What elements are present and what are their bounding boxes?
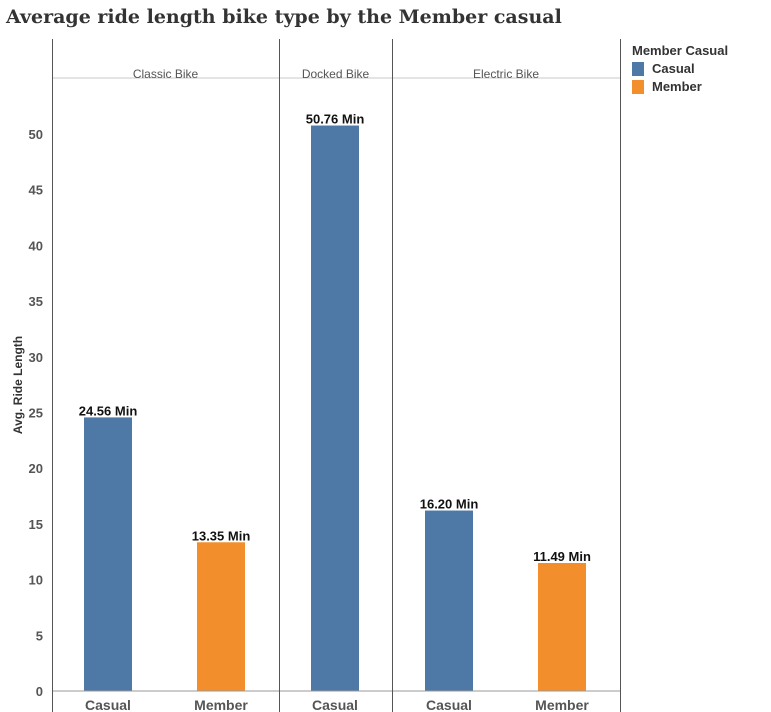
legend-title: Member Casual — [632, 43, 729, 58]
y-tick-label: 5 — [36, 628, 43, 643]
x-tick-label: Member — [535, 697, 589, 712]
x-tick-label: Casual — [312, 697, 358, 712]
data-label: 50.76 Min — [306, 112, 365, 127]
data-label: 16.20 Min — [420, 497, 479, 512]
bar-docked-bike-casual — [311, 125, 359, 692]
y-tick-label: 45 — [29, 183, 43, 198]
panel-header-electric-bike: Electric Bike — [473, 67, 539, 81]
y-tick-label: 40 — [29, 238, 43, 253]
y-tick-label: 20 — [29, 461, 43, 476]
panel-header-docked-bike: Docked Bike — [302, 67, 370, 81]
legend-item-casual[interactable]: Casual — [632, 61, 728, 76]
bar-classic-bike-member — [197, 542, 245, 691]
y-tick-label: 50 — [29, 127, 43, 142]
chart-title: Average ride length bike type by the Mem… — [6, 6, 562, 28]
y-tick-label: 15 — [29, 517, 43, 532]
bar-classic-bike-casual — [84, 417, 132, 691]
y-tick-label: 25 — [29, 406, 43, 421]
y-tick-label: 35 — [29, 294, 43, 309]
data-label: 13.35 Min — [192, 528, 251, 543]
bar-electric-bike-member — [538, 563, 586, 691]
legend-label-member: Member — [652, 79, 702, 94]
y-tick-label: 10 — [29, 573, 43, 588]
panel-header-classic-bike: Classic Bike — [133, 67, 199, 81]
y-axis-title: Avg. Ride Length — [11, 336, 25, 434]
data-label: 24.56 Min — [79, 403, 138, 418]
data-label: 11.49 Min — [533, 549, 591, 564]
bar-electric-bike-casual — [425, 510, 473, 691]
y-tick-label: 0 — [36, 684, 43, 699]
legend-swatch-casual — [632, 61, 644, 76]
x-tick-label: Member — [194, 697, 248, 712]
y-tick-label: 30 — [29, 350, 43, 365]
legend-item-member[interactable]: Member — [632, 79, 728, 94]
legend-label-casual: Casual — [652, 61, 695, 76]
legend-swatch-member — [632, 79, 644, 94]
legend: Member Casual Casual Member — [632, 43, 728, 94]
x-tick-label: Casual — [85, 697, 131, 712]
x-tick-label: Casual — [426, 697, 472, 712]
